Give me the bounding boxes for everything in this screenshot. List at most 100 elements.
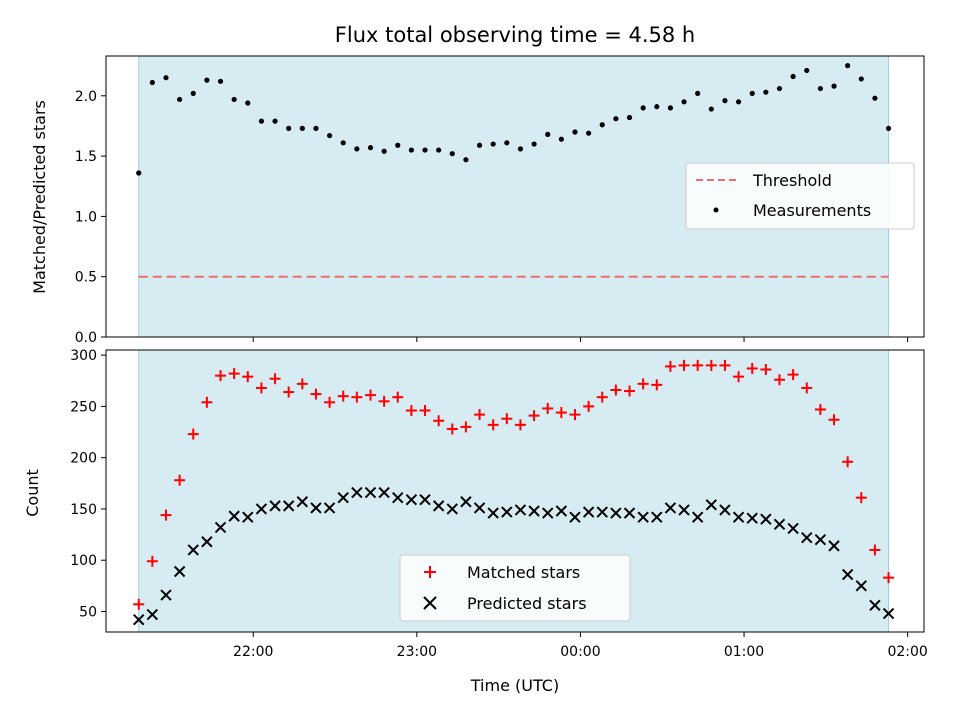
- matched-stars-point: [828, 414, 840, 426]
- predicted-stars-point: [187, 544, 199, 556]
- measurements-point: [340, 140, 346, 146]
- measurements-point: [790, 73, 796, 80]
- top-x-ticks: [252, 337, 909, 342]
- predicted-stars-point: [310, 502, 322, 514]
- predicted-stars-point: [242, 511, 254, 523]
- matched-stars-point: [283, 386, 295, 398]
- measurements-point: [572, 129, 578, 135]
- matched-stars-point: [692, 359, 704, 371]
- matched-stars-point: [133, 598, 145, 610]
- measurements-point: [667, 105, 674, 111]
- matched-stars-point: [364, 389, 376, 401]
- predicted-stars-point: [555, 505, 568, 517]
- measurements-point: [381, 148, 387, 154]
- predicted-stars-point: [405, 494, 418, 506]
- bot-ytick-label: 150: [70, 502, 97, 518]
- top-ytick-label: 0.0: [75, 330, 97, 346]
- predicted-stars-point: [269, 500, 281, 512]
- predicted-stars-point: [282, 500, 295, 512]
- predicted-stars-point: [705, 499, 718, 511]
- predicted-stars-point: [473, 502, 486, 514]
- measurements-point: [517, 146, 524, 152]
- predicted-stars-point: [787, 522, 799, 535]
- measurements-point: [136, 170, 142, 176]
- matched-stars-point: [569, 409, 581, 421]
- predicted-stars-point: [855, 580, 867, 592]
- measurements-point: [804, 67, 810, 74]
- matched-stars-point: [446, 423, 458, 435]
- predicted-stars-point: [432, 500, 445, 512]
- predicted-stars-point: [501, 506, 513, 518]
- predicted-stars-point: [296, 496, 309, 508]
- predicted-stars-point: [719, 504, 731, 516]
- matched-stars-point: [855, 492, 867, 504]
- measurements-legend-label: Measurements: [753, 201, 871, 220]
- measurements-point: [586, 130, 592, 136]
- predicted-stars-point: [569, 511, 581, 523]
- matched-stars-point: [242, 371, 254, 383]
- predicted-stars-point: [255, 503, 268, 515]
- measurements-point: [681, 99, 687, 105]
- predicted-legend-swatch: [423, 596, 437, 610]
- measurements-point: [408, 147, 414, 153]
- predicted-stars-point: [882, 607, 895, 620]
- predicted-stars-point: [664, 502, 677, 514]
- matched-stars-point: [883, 572, 895, 584]
- measurements-point: [695, 90, 701, 96]
- predicted-stars-point: [732, 511, 745, 523]
- predicted-stars-point: [146, 608, 159, 621]
- matched-stars-point: [337, 390, 349, 402]
- predicted-stars-point: [173, 565, 186, 578]
- measurements-point: [722, 98, 728, 104]
- measurements-point: [245, 100, 251, 106]
- threshold-legend-label: Threshold: [752, 171, 832, 190]
- matched-stars-point: [596, 391, 608, 403]
- matched-stars-point: [555, 407, 567, 419]
- predicted-stars-point: [214, 521, 227, 534]
- predicted-stars-point: [323, 502, 336, 514]
- predicted-stars-point: [582, 506, 595, 518]
- top-panel: Flux total observing time = 4.58 h 0.00.…: [30, 23, 925, 346]
- matched-stars-point: [610, 384, 622, 396]
- predicted-stars-point: [133, 613, 145, 626]
- predicted-stars-point: [691, 511, 704, 523]
- predicted-stars-point: [678, 504, 690, 516]
- matched-stars-point: [528, 410, 540, 422]
- measurements-point: [177, 96, 183, 103]
- bottom-y-axis: 50 100 150 200 250 300: [70, 348, 106, 620]
- predicted-stars-point: [446, 503, 458, 515]
- predicted-stars-point: [201, 536, 213, 548]
- matched-stars-point: [637, 378, 649, 390]
- matched-stars-point: [378, 395, 390, 407]
- predicted-stars-point: [596, 506, 608, 518]
- matched-stars-point: [542, 402, 554, 414]
- measurements-point: [558, 136, 564, 142]
- matched-legend-swatch: [424, 566, 436, 578]
- predicted-stars-point: [487, 507, 499, 519]
- measurements-point: [163, 75, 169, 81]
- measurements-point: [149, 79, 155, 86]
- measurements-point: [231, 96, 237, 103]
- measurements-point: [626, 114, 633, 121]
- matched-stars-point: [187, 428, 199, 440]
- measurements-point: [286, 125, 292, 131]
- measurements-point: [217, 78, 224, 84]
- measurements-point: [735, 99, 742, 105]
- predicted-stars-point: [651, 511, 663, 523]
- chart-title: Flux total observing time = 4.58 h: [335, 23, 695, 47]
- matched-stars-point: [487, 419, 499, 431]
- top-ytick-label: 1.5: [75, 149, 97, 165]
- bottom-plot-frame: [105, 349, 925, 633]
- matched-stars-point: [733, 371, 745, 383]
- bot-ytick-label: 250: [70, 399, 97, 415]
- measurements-point: [313, 125, 319, 131]
- predicted-stars-point: [364, 486, 377, 499]
- bottom-x-axis: 22:00 23:00 00:00 01:00 02:00: [233, 632, 928, 660]
- predicted-stars-point: [542, 507, 554, 519]
- matched-stars-point: [651, 379, 663, 391]
- measurements-point: [326, 132, 333, 139]
- predicted-stars-point: [637, 511, 649, 523]
- measurements-point: [531, 141, 537, 147]
- matched-stars-point: [583, 400, 595, 412]
- matched-stars-point: [146, 555, 158, 567]
